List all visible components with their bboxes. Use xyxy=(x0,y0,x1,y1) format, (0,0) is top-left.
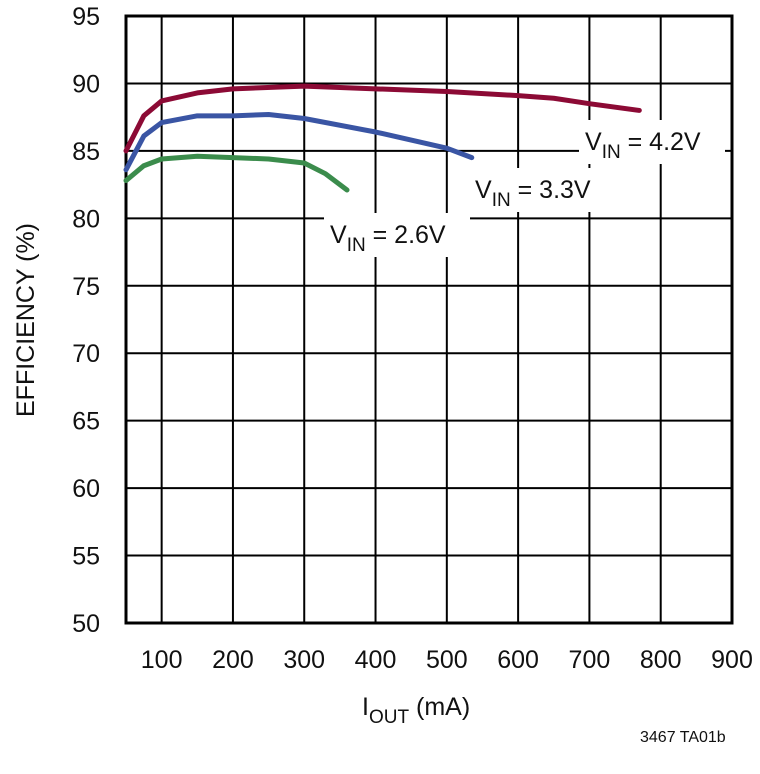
x-tick-label: 700 xyxy=(569,646,611,674)
label-rest: = 3.3V xyxy=(511,176,591,204)
label-sub: IN xyxy=(347,235,366,256)
y-tick-label: 55 xyxy=(72,543,100,571)
y-tick-label: 50 xyxy=(72,610,100,638)
label-bg xyxy=(324,213,470,257)
xl-rest: (mA) xyxy=(409,693,470,721)
label-main: V xyxy=(585,128,602,156)
label-rest: = 2.6V xyxy=(366,221,446,249)
x-tick-label: 300 xyxy=(283,646,325,674)
plot-border xyxy=(124,14,734,625)
y-tick-label: 90 xyxy=(72,70,100,98)
line xyxy=(123,83,642,154)
line xyxy=(123,111,475,173)
series-label: VIN = 2.6V xyxy=(330,221,446,256)
y-axis-label: EFFICIENCY (%) xyxy=(12,223,40,417)
x-tick-label: 800 xyxy=(640,646,682,674)
line xyxy=(123,153,350,193)
y-tick-label: 80 xyxy=(72,205,100,233)
y-tick-label: 75 xyxy=(72,273,100,301)
x-tick-label: 500 xyxy=(426,646,468,674)
label-bg xyxy=(469,168,615,212)
label-bg xyxy=(579,120,725,164)
x-tick-label: 900 xyxy=(711,646,753,674)
xl-main: I xyxy=(362,693,369,721)
x-tick-label: 100 xyxy=(141,646,183,674)
footnote: 3467 TA01b xyxy=(640,729,726,746)
x-tick-label: 400 xyxy=(355,646,397,674)
label-main: V xyxy=(475,176,492,204)
label-main: V xyxy=(330,221,347,249)
series-label: VIN = 3.3V xyxy=(475,176,591,211)
xl-sub: OUT xyxy=(369,707,410,728)
label-rest: = 4.2V xyxy=(621,128,701,156)
y-tick-label: 65 xyxy=(72,408,100,436)
x-axis-label: IOUT (mA) xyxy=(362,693,470,728)
label-sub: IN xyxy=(492,190,511,211)
label-sub: IN xyxy=(602,142,621,163)
x-tick-label: 200 xyxy=(212,646,254,674)
x-tick-label: 600 xyxy=(497,646,539,674)
y-tick-label: 60 xyxy=(72,475,100,503)
y-tick-label: 95 xyxy=(72,3,100,31)
series-label: VIN = 4.2V xyxy=(585,128,701,163)
y-tick-label: 70 xyxy=(72,340,100,368)
y-tick-label: 85 xyxy=(72,138,100,166)
